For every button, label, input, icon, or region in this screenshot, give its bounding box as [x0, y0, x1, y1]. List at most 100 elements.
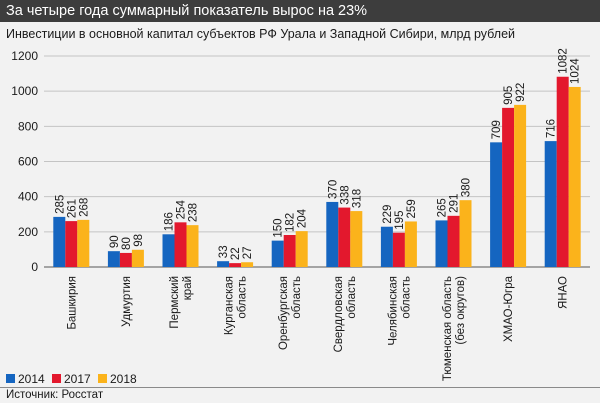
category-label: край [182, 276, 194, 300]
bar [119, 252, 132, 267]
data-label: 291 [449, 194, 461, 213]
y-tick-label: 400 [18, 190, 38, 204]
bar-chart: 0 200 400 600 800 1000 1200 285 261 268 90 80 98 186… [6, 48, 590, 386]
bar [131, 249, 144, 267]
legend-label: 2018 [110, 372, 137, 386]
data-label: 238 [188, 203, 200, 222]
category-label: область [400, 276, 412, 319]
legend-swatch [52, 374, 61, 383]
title-bar: За четыре года суммарный показатель выро… [0, 0, 600, 22]
y-tick-label: 600 [18, 155, 38, 169]
data-label: 261 [66, 199, 78, 218]
data-label: 318 [351, 189, 363, 208]
legend-swatch [6, 374, 15, 383]
data-label: 195 [394, 211, 406, 230]
bar [435, 220, 448, 267]
data-label: 150 [273, 218, 285, 237]
data-label: 265 [437, 198, 449, 217]
bar [568, 86, 581, 268]
data-label: 338 [339, 185, 351, 204]
bar [271, 240, 284, 267]
bar [186, 225, 199, 267]
data-label: 1024 [570, 58, 582, 84]
bar [283, 234, 296, 267]
bar [162, 234, 175, 267]
data-label: 229 [382, 205, 394, 224]
source-note: Источник: Росстат [6, 389, 104, 401]
category-label: (без округов) [455, 276, 467, 345]
category-label: Челябинская [387, 276, 399, 346]
bar [65, 221, 78, 267]
bar [229, 263, 242, 267]
category-label: область [346, 276, 358, 319]
y-tick-label: 1000 [11, 84, 38, 98]
bar [544, 141, 557, 267]
bar [447, 215, 460, 267]
bar [295, 231, 308, 267]
category-label: область [237, 276, 249, 319]
bar [217, 261, 230, 267]
y-axis-ticks: 0 200 400 600 800 1000 1200 [11, 49, 38, 274]
bar [350, 211, 363, 267]
data-label: 186 [164, 212, 176, 231]
legend-label: 2017 [64, 372, 91, 386]
data-label: 254 [176, 200, 188, 220]
bar [174, 222, 187, 267]
data-label: 370 [327, 180, 339, 199]
bar [392, 232, 405, 267]
bars [53, 76, 581, 268]
data-label: 182 [285, 213, 297, 232]
data-label: 80 [121, 237, 133, 250]
bar [107, 251, 120, 267]
category-label: Курганская [224, 276, 236, 335]
category-label: Удмуртия [121, 276, 133, 327]
data-label: 905 [503, 86, 515, 105]
bar [514, 104, 527, 267]
data-label: 268 [78, 198, 90, 217]
y-tick-label: 1200 [11, 49, 38, 63]
data-label: 22 [230, 247, 242, 260]
category-label: Тюменская область [442, 276, 454, 381]
category-label: ХМАО-Югра [503, 275, 515, 342]
chart-headline: За четыре года суммарный показатель выро… [6, 3, 368, 19]
data-label: 259 [406, 199, 418, 218]
legend-swatch [98, 374, 107, 383]
category-label: область [291, 276, 303, 319]
y-tick-label: 0 [31, 260, 38, 274]
legend: 2014 2017 2018 [6, 372, 137, 386]
bar [490, 142, 503, 267]
bar [404, 221, 417, 267]
data-label: 33 [218, 245, 230, 258]
category-label: Свердловская [333, 276, 345, 352]
data-label: 1082 [558, 48, 570, 74]
bar [77, 219, 90, 267]
bar [53, 216, 66, 267]
category-label: Пермский [169, 276, 181, 329]
bar [241, 262, 254, 267]
bar [326, 201, 339, 267]
data-label: 709 [491, 120, 503, 139]
category-label: Оренбургская [278, 276, 290, 350]
bar [380, 226, 393, 267]
data-label: 204 [297, 208, 309, 228]
data-label: 98 [133, 234, 145, 247]
category-labels: Башкирия Удмуртия Пермский край Курганская об… [66, 275, 569, 381]
y-tick-label: 200 [18, 225, 38, 239]
y-tick-label: 800 [18, 119, 38, 133]
data-label: 380 [461, 178, 473, 197]
category-label: Башкирия [66, 276, 78, 330]
category-label: ЯНАО [558, 276, 570, 309]
data-label: 922 [515, 83, 527, 102]
chart-subtitle: Инвестиции в основной капитал субъектов … [6, 27, 516, 41]
data-label: 27 [242, 246, 254, 259]
source-divider [0, 387, 600, 388]
bar [338, 207, 351, 267]
data-label: 285 [54, 195, 66, 214]
legend-label: 2014 [18, 372, 45, 386]
data-label: 716 [546, 119, 558, 138]
bar [556, 76, 569, 267]
bar [502, 107, 515, 267]
bar [459, 200, 472, 267]
data-label: 90 [109, 235, 121, 248]
